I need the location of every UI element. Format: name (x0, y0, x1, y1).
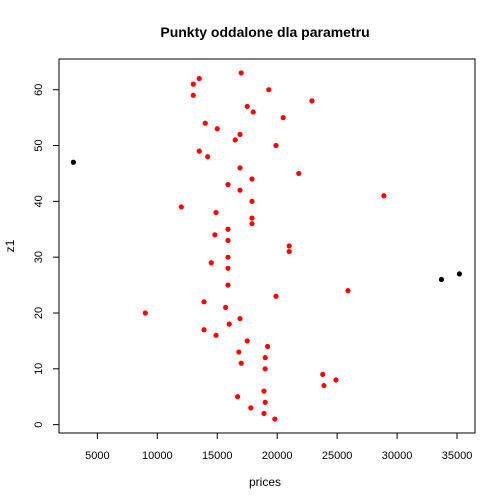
data-point (236, 349, 242, 355)
data-point (225, 254, 231, 260)
data-point (261, 410, 267, 417)
data-point (178, 204, 184, 210)
data-point (280, 115, 286, 121)
data-point (238, 360, 244, 366)
data-point (190, 81, 196, 87)
data-point (208, 260, 214, 266)
data-point (248, 405, 254, 411)
x-tick-label: 5000 (85, 450, 109, 462)
data-point (262, 366, 268, 372)
data-point (237, 187, 243, 193)
data-point (286, 248, 292, 255)
data-point (333, 377, 339, 383)
data-point (202, 120, 208, 126)
data-point (226, 321, 232, 327)
data-point (237, 315, 243, 322)
data-point (381, 193, 387, 199)
data-point (264, 343, 271, 350)
data-point (237, 131, 243, 137)
data-point (262, 355, 268, 361)
data-point (70, 159, 76, 165)
data-point (190, 92, 196, 98)
x-tick-label: 15000 (202, 450, 233, 462)
x-tick-label: 30000 (382, 450, 413, 462)
data-point (262, 399, 268, 405)
data-point (309, 98, 315, 104)
data-point (201, 327, 207, 333)
x-tick-label: 25000 (322, 450, 353, 462)
data-point (273, 142, 279, 149)
data-point (286, 243, 292, 249)
data-point (201, 299, 207, 305)
data-point (320, 371, 326, 377)
x-tick-label: 35000 (442, 450, 473, 462)
x-tick-label: 10000 (142, 450, 173, 462)
data-point (238, 70, 244, 76)
y-tick-label: 0 (33, 422, 45, 428)
data-point (250, 109, 256, 115)
data-point (225, 226, 231, 232)
data-point (196, 75, 202, 82)
data-point (213, 332, 219, 338)
data-point (205, 154, 211, 160)
data-point (321, 382, 327, 389)
data-point (296, 170, 302, 177)
data-point (225, 181, 231, 188)
data-point (438, 276, 445, 283)
data-point (249, 215, 255, 221)
y-tick-label: 20 (33, 307, 45, 319)
data-point (244, 103, 250, 110)
data-point (266, 87, 272, 93)
data-point (196, 148, 202, 154)
data-point (213, 209, 219, 216)
data-point (223, 304, 229, 311)
y-tick-label: 30 (33, 251, 45, 263)
data-point (225, 237, 231, 244)
y-tick-label: 10 (33, 363, 45, 375)
chart-title: Punkty oddalone dla parametru (160, 24, 369, 40)
y-tick-label: 50 (33, 139, 45, 151)
y-tick-label: 40 (33, 195, 45, 207)
data-point (212, 232, 218, 238)
y-axis-label: z1 (3, 239, 17, 252)
data-point (273, 293, 279, 299)
data-point (237, 165, 243, 171)
data-point (249, 176, 255, 182)
y-axis: 0 10 20 30 40 50 60 (33, 84, 60, 428)
data-point (142, 310, 148, 316)
data-point (249, 221, 255, 227)
data-point (272, 416, 278, 422)
data-point (235, 394, 241, 400)
data-point (214, 126, 220, 132)
y-tick-label: 60 (33, 84, 45, 96)
data-point (249, 198, 255, 204)
data-points (70, 70, 463, 422)
data-point (225, 265, 231, 271)
x-tick-label: 20000 (262, 450, 293, 462)
data-point (261, 388, 267, 394)
data-point (244, 338, 250, 344)
data-point (225, 282, 231, 288)
data-point (345, 288, 351, 294)
data-point (456, 271, 463, 277)
data-point (232, 137, 238, 143)
x-axis-label: prices (249, 475, 281, 489)
plot-frame (58, 58, 476, 434)
x-axis: 5000 10000 15000 20000 25000 30000 35000 (85, 432, 473, 462)
